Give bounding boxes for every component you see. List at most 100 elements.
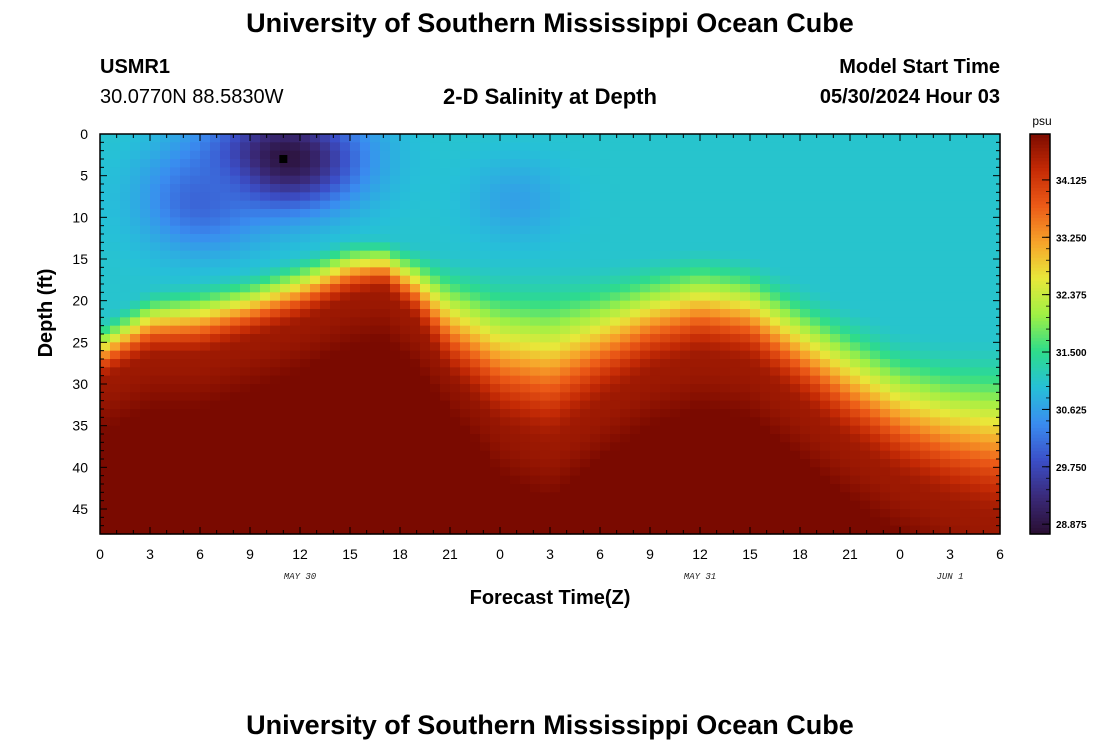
heatmap-cell bbox=[120, 267, 131, 277]
heatmap-cell bbox=[580, 334, 591, 343]
heatmap-cell bbox=[130, 317, 141, 327]
heatmap-cell bbox=[710, 267, 721, 277]
heatmap-cell bbox=[500, 350, 511, 360]
heatmap-cell bbox=[690, 392, 701, 402]
heatmap-cell bbox=[270, 417, 281, 427]
heatmap-cell bbox=[830, 134, 841, 143]
heatmap-cell bbox=[120, 467, 131, 477]
heatmap-cell bbox=[300, 259, 311, 268]
heatmap-cell bbox=[650, 250, 661, 260]
heatmap-cell bbox=[270, 175, 281, 185]
heatmap-cell bbox=[780, 167, 791, 177]
heatmap-cell bbox=[150, 384, 161, 393]
x-tick-label: 9 bbox=[646, 546, 654, 562]
heatmap-cell bbox=[370, 525, 381, 535]
heatmap-cell bbox=[310, 259, 321, 268]
heatmap-cell bbox=[800, 509, 811, 518]
heatmap-cell bbox=[580, 192, 591, 202]
heatmap-cell bbox=[380, 425, 391, 435]
heatmap-cell bbox=[140, 159, 151, 168]
heatmap-cell bbox=[240, 292, 251, 302]
heatmap-cell bbox=[520, 317, 531, 327]
heatmap-cell bbox=[750, 509, 761, 518]
heatmap-cell bbox=[930, 167, 941, 177]
heatmap-cell bbox=[790, 375, 801, 385]
heatmap-cell bbox=[810, 517, 821, 527]
heatmap-cell bbox=[670, 459, 681, 468]
heatmap-cell bbox=[860, 184, 871, 193]
heatmap-cell bbox=[480, 317, 491, 327]
heatmap-cell bbox=[240, 234, 251, 243]
heatmap-cell bbox=[570, 417, 581, 427]
heatmap-cell bbox=[110, 367, 121, 377]
heatmap-cell bbox=[640, 167, 651, 177]
heatmap-cell bbox=[880, 425, 891, 435]
heatmap-cell bbox=[400, 342, 411, 352]
heatmap-cell bbox=[730, 525, 741, 535]
heatmap-cell bbox=[680, 467, 691, 477]
heatmap-cell bbox=[270, 459, 281, 468]
heatmap-cell bbox=[370, 334, 381, 343]
heatmap-cell bbox=[730, 459, 741, 468]
heatmap-cell bbox=[570, 142, 581, 152]
heatmap-cell bbox=[360, 192, 371, 202]
heatmap-cell bbox=[420, 375, 431, 385]
station-id: USMR1 bbox=[100, 56, 171, 78]
heatmap-cell bbox=[710, 334, 721, 343]
heatmap-cell bbox=[950, 300, 961, 310]
heatmap-cell bbox=[480, 359, 491, 368]
heatmap-cell bbox=[550, 400, 561, 410]
heatmap-cell bbox=[800, 467, 811, 477]
heatmap-cell bbox=[560, 275, 571, 285]
heatmap-cell bbox=[590, 475, 601, 485]
heatmap-cell bbox=[450, 317, 461, 327]
heatmap-cell bbox=[470, 309, 481, 318]
heatmap-cell bbox=[170, 309, 181, 318]
heatmap-cell bbox=[240, 175, 251, 185]
heatmap-cell bbox=[290, 525, 301, 535]
heatmap-cell bbox=[800, 184, 811, 193]
heatmap-cell bbox=[380, 300, 391, 310]
heatmap-cell bbox=[470, 275, 481, 285]
heatmap-cell bbox=[610, 275, 621, 285]
heatmap-cell bbox=[740, 375, 751, 385]
heatmap-cell bbox=[620, 292, 631, 302]
colorbar-swatch bbox=[1030, 414, 1050, 418]
heatmap-cell bbox=[120, 400, 131, 410]
heatmap-cell bbox=[650, 300, 661, 310]
heatmap-cell bbox=[690, 425, 701, 435]
heatmap-cell bbox=[620, 267, 631, 277]
heatmap-cell bbox=[450, 350, 461, 360]
heatmap-cell bbox=[320, 450, 331, 460]
heatmap-cell bbox=[770, 459, 781, 468]
heatmap-cell bbox=[340, 309, 351, 318]
heatmap-cell bbox=[710, 375, 721, 385]
heatmap-cell bbox=[620, 484, 631, 493]
heatmap-cell bbox=[380, 284, 391, 293]
heatmap-cell bbox=[170, 375, 181, 385]
heatmap-cell bbox=[760, 234, 771, 243]
heatmap-cell bbox=[110, 292, 121, 302]
colorbar-swatch bbox=[1030, 474, 1050, 478]
heatmap-cell bbox=[580, 292, 591, 302]
heatmap-cell bbox=[710, 242, 721, 252]
heatmap-cell bbox=[850, 325, 861, 335]
heatmap-cell bbox=[900, 409, 911, 418]
heatmap-cell bbox=[110, 384, 121, 393]
heatmap-cell bbox=[320, 442, 331, 452]
heatmap-cell bbox=[280, 275, 291, 285]
heatmap-cell bbox=[590, 159, 601, 168]
heatmap-cell bbox=[960, 375, 971, 385]
heatmap-cell bbox=[280, 500, 291, 510]
heatmap-cell bbox=[890, 217, 901, 227]
heatmap-cell bbox=[300, 217, 311, 227]
heatmap-cell bbox=[260, 150, 271, 160]
heatmap-cell bbox=[310, 292, 321, 302]
heatmap-cell bbox=[930, 225, 941, 235]
heatmap-cell bbox=[340, 242, 351, 252]
heatmap-cell bbox=[280, 434, 291, 443]
heatmap-cell bbox=[590, 150, 601, 160]
heatmap-cell bbox=[610, 484, 621, 493]
heatmap-cell bbox=[700, 309, 711, 318]
heatmap-cell bbox=[430, 159, 441, 168]
